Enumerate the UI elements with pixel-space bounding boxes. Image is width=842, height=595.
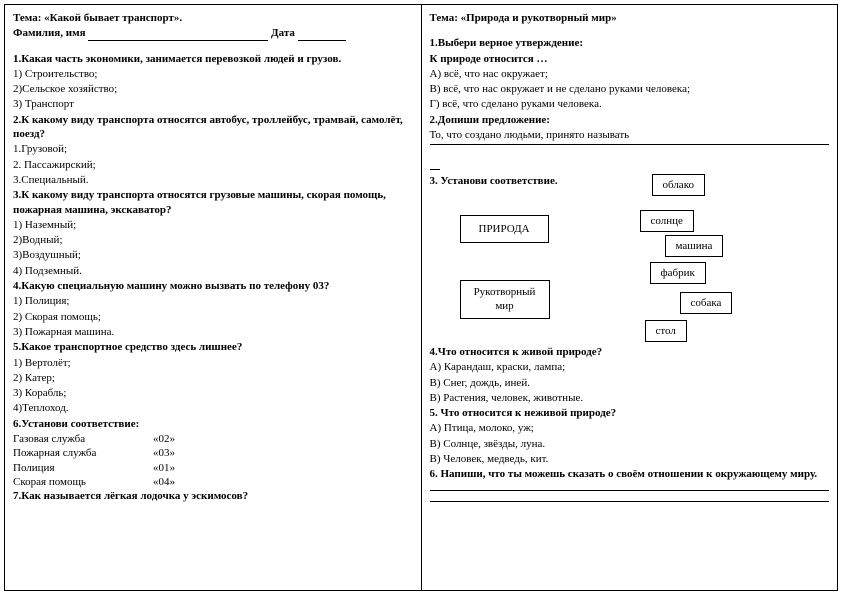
box-machine[interactable]: машина <box>665 235 724 257</box>
q2: 2.К какому виду транспорта относятся авт… <box>13 113 413 142</box>
r-q1c: Г) всё, что сделано руками человека. <box>430 97 830 111</box>
date-blank[interactable] <box>298 30 346 41</box>
q6: 6.Установи соответствие: <box>13 417 413 431</box>
q1a: 1) Строительство; <box>13 67 413 81</box>
q3d: 4) Подземный. <box>13 264 413 278</box>
r-q4a: А) Карандаш, краски, лампа; <box>430 360 830 374</box>
left-column: Тема: «Какой бывает транспорт». Фамилия,… <box>5 5 422 590</box>
q3b: 2)Водный; <box>13 233 413 247</box>
r-q5a: А) Птица, молоко, уж; <box>430 421 830 435</box>
q6-row-3: Скорая помощь «04» <box>13 475 413 489</box>
q2b: 2. Пассажирский; <box>13 158 413 172</box>
r-q3: 3. Установи соответствие. <box>430 174 830 188</box>
r-q5: 5. Что относится к неживой природе? <box>430 406 830 420</box>
date-label: Дата <box>271 27 295 39</box>
r-q6-line1[interactable] <box>430 490 830 491</box>
r-q2: 2.Допиши предложение: <box>430 113 830 127</box>
right-title: Тема: «Природа и рукотворный мир» <box>430 11 830 25</box>
r-q4c: В) Растения, человек, животные. <box>430 391 830 405</box>
q6-row-2: Полиция «01» <box>13 461 413 475</box>
r-q1b: В) всё, что нас окружает и не сделано ру… <box>430 82 830 96</box>
q6-row-0-r: «02» <box>153 432 213 446</box>
q7: 7.Как называется лёгкая лодочка у эскимо… <box>13 489 413 503</box>
box-table[interactable]: стол <box>645 320 687 342</box>
q5b: 2) Катер; <box>13 371 413 385</box>
spacer <box>430 147 830 155</box>
name-label: Фамилия, имя <box>13 27 86 39</box>
r-q4b: В) Снег, дождь, иней. <box>430 376 830 390</box>
box-cloud[interactable]: облако <box>652 174 705 196</box>
q1c: 3) Транспорт <box>13 97 413 111</box>
q2c: 3.Специальный. <box>13 173 413 187</box>
q4: 4.Какую специальную машину можно вызвать… <box>13 279 413 293</box>
box-dog[interactable]: собака <box>680 292 733 314</box>
spacer <box>430 26 830 36</box>
r-q1a: А) всё, что нас окружает; <box>430 67 830 81</box>
box-nature[interactable]: ПРИРОДА <box>460 215 549 243</box>
right-column: Тема: «Природа и рукотворный мир» 1.Выбе… <box>422 5 838 590</box>
r-q6: 6. Напиши, что ты можешь сказать о своём… <box>430 467 830 481</box>
r-q2-line1[interactable] <box>430 144 830 145</box>
q3: 3.К какому виду транспорта относятся гру… <box>13 188 413 217</box>
left-title: Тема: «Какой бывает транспорт». <box>13 11 413 25</box>
r-q2prompt: То, что создано людьми, принято называть <box>430 128 830 142</box>
r-q4: 4.Что относится к живой природе? <box>430 345 830 359</box>
q6-row-0-l: Газовая служба <box>13 432 153 446</box>
q6-row-2-r: «01» <box>153 461 213 475</box>
name-line: Фамилия, имя Дата <box>13 26 413 40</box>
q5d: 4)Теплоход. <box>13 401 413 415</box>
r-q6-line2[interactable] <box>430 501 830 502</box>
q6-row-1: Пожарная служба «03» <box>13 446 413 460</box>
box-factory[interactable]: фабрик <box>650 262 706 284</box>
q3c: 3)Воздушный; <box>13 248 413 262</box>
name-blank[interactable] <box>88 30 268 41</box>
worksheet-page: Тема: «Какой бывает транспорт». Фамилия,… <box>4 4 838 591</box>
r-q5c: В) Человек, медведь, кит. <box>430 452 830 466</box>
q4a: 1) Полиция; <box>13 294 413 308</box>
q6-row-3-r: «04» <box>153 475 213 489</box>
q6-row-0: Газовая служба «02» <box>13 432 413 446</box>
box-sun[interactable]: солнце <box>640 210 694 232</box>
q6-row-1-r: «03» <box>153 446 213 460</box>
q3a: 1) Наземный; <box>13 218 413 232</box>
q6-row-2-l: Полиция <box>13 461 153 475</box>
q4b: 2) Скорая помощь; <box>13 310 413 324</box>
q5a: 1) Вертолёт; <box>13 356 413 370</box>
q1b: 2)Сельское хозяйство; <box>13 82 413 96</box>
q4c: 3) Пожарная машина. <box>13 325 413 339</box>
q5: 5.Какое транспортное средство здесь лишн… <box>13 340 413 354</box>
match-diagram: ПРИРОДА Рукотворный мир облако солнце ма… <box>430 190 830 345</box>
q2a: 1.Грузовой; <box>13 142 413 156</box>
r-q1: 1.Выбери верное утверждение: <box>430 36 830 50</box>
q5c: 3) Корабль; <box>13 386 413 400</box>
r-q1prompt: К природе относится … <box>430 52 830 66</box>
q6-row-1-l: Пожарная служба <box>13 446 153 460</box>
q6-row-3-l: Скорая помощь <box>13 475 153 489</box>
spacer <box>13 42 413 52</box>
r-q2-line2[interactable] <box>430 159 440 170</box>
box-manmade[interactable]: Рукотворный мир <box>460 280 550 319</box>
q1: 1.Какая часть экономики, занимается пере… <box>13 52 413 66</box>
r-q5b: В) Солнце, звёзды, луна. <box>430 437 830 451</box>
